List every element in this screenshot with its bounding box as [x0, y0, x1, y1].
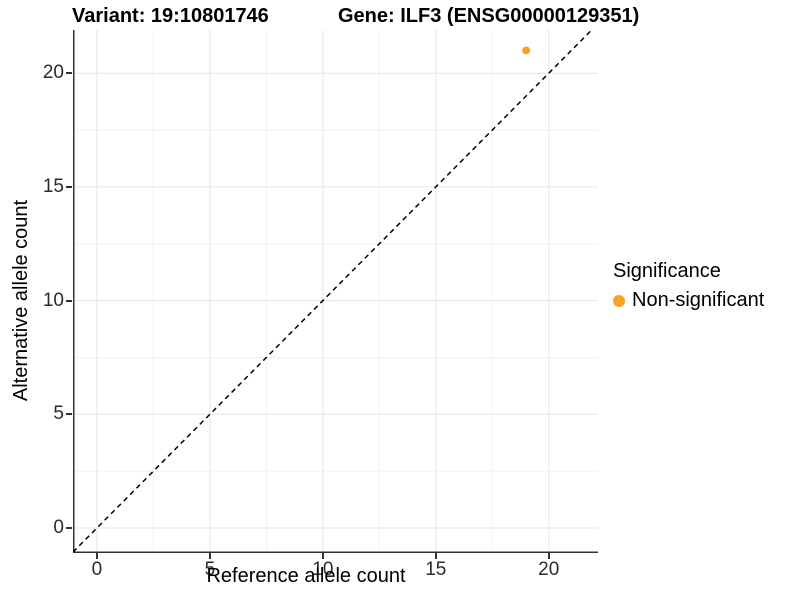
y-tick-mark	[66, 526, 72, 529]
y-tick-label: 0	[53, 516, 64, 538]
x-tick-label: 10	[312, 559, 334, 580]
y-tick-mark	[66, 72, 72, 75]
y-tick-mark	[66, 185, 72, 188]
x-tick-label: 15	[425, 559, 447, 580]
plot-title-gene: Gene: ILF3 (ENSG00000129351)	[338, 5, 640, 27]
x-tick-mark	[95, 553, 98, 559]
legend-entry: Non-significant	[613, 289, 764, 312]
legend-entries: Non-significant	[613, 289, 764, 312]
plot-svg	[73, 30, 598, 553]
y-tick-label: 20	[42, 62, 64, 84]
x-tick-mark	[321, 553, 324, 559]
y-axis-title-wrap: Alternative allele count	[0, 0, 44, 600]
legend-entry-label: Non-significant	[632, 289, 765, 311]
x-tick-label: 20	[538, 559, 560, 580]
y-tick-mark	[66, 299, 72, 302]
x-tick-mark	[208, 553, 211, 559]
x-tick-mark	[434, 553, 437, 559]
y-tick-mark	[66, 413, 72, 416]
identity-line	[73, 30, 593, 553]
legend: Significance Non-significant	[613, 260, 764, 312]
x-tick-label: 5	[204, 559, 216, 580]
y-axis-title: Alternative allele count	[10, 199, 33, 401]
y-tick-label: 15	[42, 175, 64, 197]
plot-panel	[73, 30, 598, 553]
y-tick-label: 10	[42, 289, 64, 311]
legend-title: Significance	[613, 260, 721, 282]
legend-point-swatch	[613, 294, 625, 307]
x-tick-label: 0	[91, 559, 103, 580]
data-point	[522, 46, 531, 55]
plot-title-variant: Variant: 19:10801746	[72, 5, 269, 27]
x-tick-mark	[547, 553, 550, 559]
x-axis-title: Reference allele count	[206, 565, 406, 587]
y-tick-label: 5	[53, 403, 64, 425]
